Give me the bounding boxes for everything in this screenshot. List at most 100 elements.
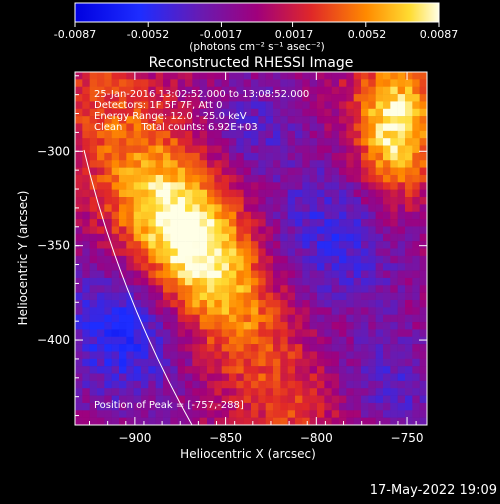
heatmap-cell — [192, 329, 200, 338]
heatmap-cell — [89, 410, 98, 418]
heatmap-cell — [177, 373, 186, 382]
heatmap-cell — [207, 366, 215, 374]
heatmap-cell — [397, 336, 406, 345]
heatmap-cell — [185, 79, 193, 87]
heatmap-cell — [155, 226, 164, 235]
heatmap-cell — [383, 344, 391, 352]
heatmap-cell — [133, 79, 142, 87]
heatmap-cell — [295, 130, 303, 139]
heatmap-cell — [287, 395, 296, 404]
heatmap-cell — [273, 417, 281, 425]
heatmap-cell — [155, 116, 164, 124]
heatmap-cell — [236, 116, 244, 124]
heatmap-cell — [89, 219, 98, 227]
heatmap-cell — [229, 322, 237, 330]
heatmap-cell — [89, 344, 98, 352]
heatmap-cell — [251, 152, 259, 161]
heatmap-cell — [236, 329, 244, 338]
heatmap-cell — [397, 329, 406, 338]
heatmap-cell — [419, 211, 427, 220]
heatmap-cell — [295, 108, 303, 117]
heatmap-cell — [353, 277, 362, 286]
heatmap-cell — [412, 373, 420, 382]
heatmap-cell — [287, 182, 296, 190]
heatmap-cell — [89, 263, 98, 271]
heatmap-cell — [192, 410, 200, 418]
heatmap-cell — [258, 248, 266, 257]
heatmap-cell — [361, 410, 369, 418]
heatmap-cell — [163, 292, 171, 301]
heatmap-cell — [383, 101, 391, 110]
heatmap-cell — [148, 145, 156, 154]
solar-limb — [83, 149, 193, 425]
heatmap-cell — [82, 182, 90, 190]
heatmap-cell — [243, 167, 252, 176]
heatmap-cell — [82, 292, 90, 301]
heatmap-cell — [141, 299, 149, 308]
heatmap-cell — [346, 152, 354, 161]
heatmap-cell — [287, 388, 296, 396]
heatmap-cell — [287, 277, 296, 286]
heatmap-cell — [251, 344, 259, 352]
heatmap-cell — [405, 233, 413, 242]
heatmap-cell — [141, 204, 149, 213]
heatmap-cell — [177, 116, 186, 124]
heatmap-cell — [89, 233, 98, 242]
heatmap-cell — [89, 307, 98, 315]
heatmap-cell — [353, 344, 362, 352]
heatmap-cell — [148, 322, 156, 330]
heatmap-cell — [221, 307, 230, 315]
heatmap-cell — [155, 292, 164, 301]
heatmap-cell — [258, 152, 266, 161]
heatmap-cell — [331, 388, 340, 396]
heatmap-cell — [361, 79, 369, 87]
heatmap-cell — [192, 285, 200, 293]
heatmap-cell — [295, 307, 303, 315]
heatmap-cell — [375, 219, 384, 227]
heatmap-cell — [324, 395, 332, 404]
heatmap-cell — [97, 410, 105, 418]
heatmap-cell — [199, 219, 208, 227]
heatmap-cell — [412, 388, 420, 396]
heatmap-cell — [302, 395, 310, 404]
heatmap-cell — [214, 211, 222, 220]
heatmap-cell — [243, 358, 252, 367]
heatmap-cell — [368, 344, 376, 352]
heatmap-cell — [419, 189, 427, 198]
heatmap-cell — [111, 380, 120, 389]
heatmap-cell — [331, 174, 340, 183]
heatmap-cell — [207, 197, 215, 205]
heatmap-cell — [82, 233, 90, 242]
heatmap-cell — [397, 108, 406, 117]
heatmap-cell — [141, 402, 149, 411]
heatmap-cell — [207, 204, 215, 213]
heatmap-cell — [368, 314, 376, 323]
heatmap-cell — [119, 344, 127, 352]
heatmap-cell — [229, 329, 237, 338]
heatmap-cell — [339, 219, 347, 227]
heatmap-cell — [273, 233, 281, 242]
heatmap-cell — [273, 410, 281, 418]
heatmap-cell — [141, 145, 149, 154]
heatmap-cell — [177, 351, 186, 360]
heatmap-cell — [214, 380, 222, 389]
heatmap-cell — [419, 152, 427, 161]
heatmap-cell — [214, 395, 222, 404]
heatmap-cell — [148, 395, 156, 404]
heatmap-cell — [119, 130, 127, 139]
heatmap-cell — [104, 219, 112, 227]
heatmap-cell — [302, 94, 310, 102]
heatmap-cell — [148, 270, 156, 279]
colorbar-unit-label: (photons cm⁻² s⁻¹ asec⁻²) — [189, 41, 324, 53]
heatmap-cell — [375, 160, 384, 168]
heatmap-cell — [148, 226, 156, 235]
heatmap-cell — [82, 263, 90, 271]
heatmap-cell — [133, 263, 142, 271]
heatmap-cell — [287, 123, 296, 132]
heatmap-cell — [317, 395, 325, 404]
heatmap-cell — [141, 410, 149, 418]
heatmap-cell — [214, 189, 222, 198]
heatmap-cell — [383, 380, 391, 389]
heatmap-cell — [295, 299, 303, 308]
heatmap-cell — [317, 167, 325, 176]
